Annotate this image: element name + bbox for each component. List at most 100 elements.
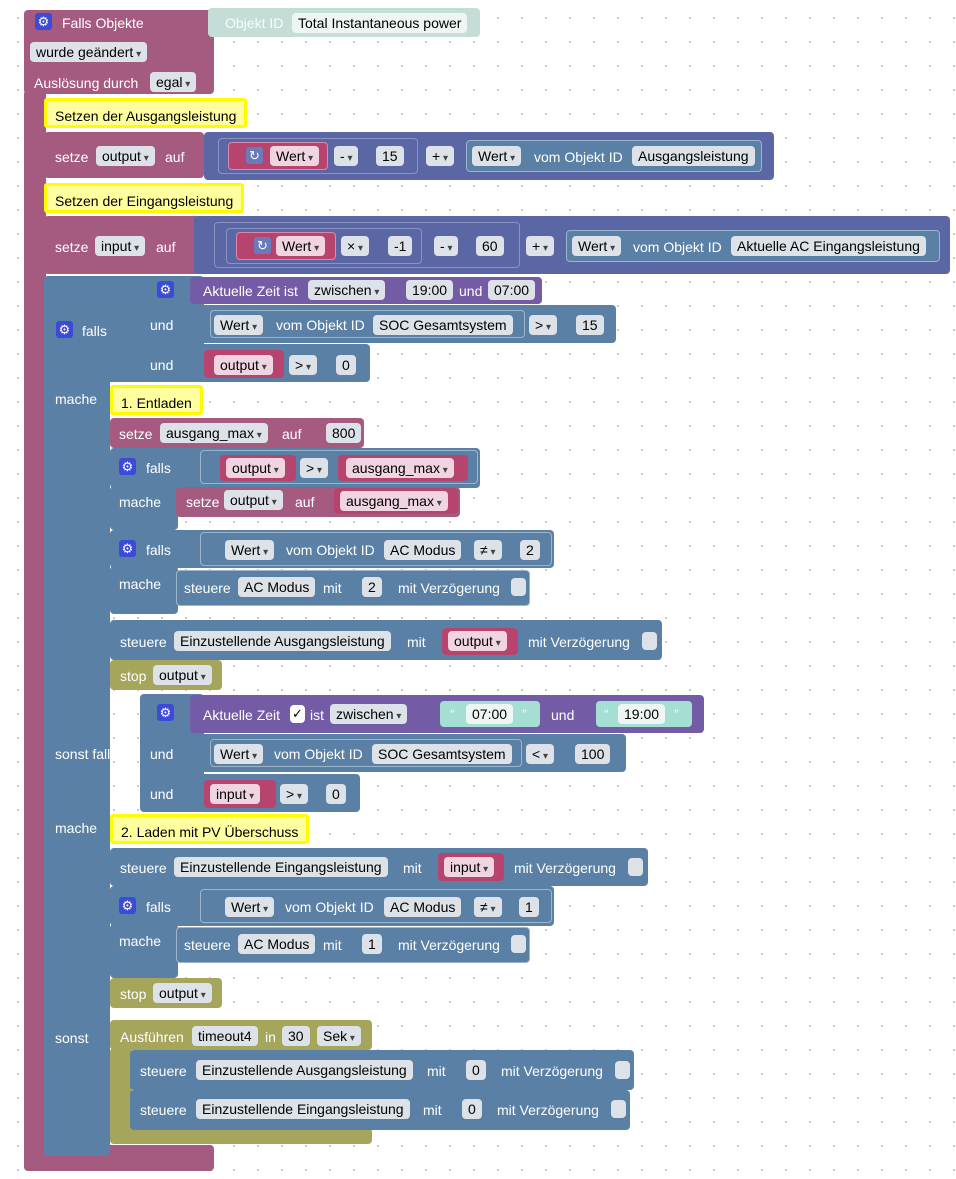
object-field[interactable]: Aktuelle AC Eingangsleistung	[731, 236, 926, 256]
time-end-field[interactable]: 19:00	[618, 704, 666, 724]
time-end-field[interactable]: 07:00	[488, 280, 536, 300]
get-value-dropdown[interactable]: Wert	[214, 315, 264, 335]
object-field[interactable]: AC Modus	[384, 540, 462, 560]
compare-op-dropdown[interactable]: >	[289, 355, 317, 375]
delay-checkbox[interactable]	[611, 1100, 626, 1118]
trigger-changed-dropdown[interactable]: wurde geändert	[30, 42, 148, 62]
gear-icon[interactable]: ⚙	[35, 13, 52, 30]
object-field[interactable]: AC Modus	[384, 897, 462, 917]
multiply-dropdown[interactable]: ×	[341, 236, 369, 256]
number-field[interactable]: 60	[476, 236, 504, 256]
number-field[interactable]: -1	[388, 236, 413, 256]
do-label: mache	[119, 494, 162, 510]
if-block[interactable]	[44, 276, 110, 1156]
number-field[interactable]: 15	[376, 146, 404, 166]
compare-op-dropdown[interactable]: ≠	[474, 897, 502, 917]
timer-seconds-field[interactable]: 30	[282, 1026, 310, 1046]
trigger-by-dropdown[interactable]: egal	[150, 72, 197, 92]
object-field[interactable]: AC Modus	[238, 577, 316, 597]
set-var-dropdown[interactable]: output	[96, 146, 155, 166]
minus-dropdown[interactable]: -	[434, 236, 459, 256]
gear-icon[interactable]: ⚙	[56, 321, 73, 338]
variable-dropdown[interactable]: input	[210, 784, 261, 804]
compare-op-dropdown[interactable]: >	[529, 315, 557, 335]
value-dropdown[interactable]: Wert	[276, 236, 326, 256]
gear-icon[interactable]: ⚙	[157, 704, 174, 721]
number-field[interactable]: 0	[336, 355, 356, 375]
gear-icon[interactable]: ⚙	[119, 897, 136, 914]
delay-label: mit Verzögerung	[398, 937, 500, 953]
object-field[interactable]: SOC Gesamtsystem	[372, 744, 512, 764]
stop-dropdown[interactable]: output	[153, 665, 212, 685]
compare-op-dropdown[interactable]: >	[300, 458, 328, 478]
if-body	[110, 924, 178, 978]
variable-dropdown[interactable]: output	[226, 458, 285, 478]
number-field[interactable]: 100	[575, 744, 611, 764]
get-value-dropdown[interactable]: Wert	[472, 146, 522, 166]
variable-dropdown[interactable]: output	[448, 631, 507, 651]
delay-label: mit Verzögerung	[398, 580, 500, 596]
control-block[interactable]	[176, 927, 530, 963]
number-field[interactable]: 0	[462, 1099, 482, 1119]
control-block[interactable]	[176, 570, 530, 606]
object-field[interactable]: Einzustellende Eingangsleistung	[174, 857, 388, 877]
from-object-label: vom Objekt ID	[285, 899, 374, 915]
get-value-dropdown[interactable]: Wert	[572, 236, 622, 256]
comment-2[interactable]: Setzen der Eingangsleistung	[44, 183, 245, 213]
auf-label: auf	[282, 426, 302, 442]
object-field[interactable]: Ausgangsleistung	[632, 146, 755, 166]
delay-checkbox[interactable]	[642, 632, 657, 650]
variable-dropdown[interactable]: output	[214, 355, 273, 375]
set-var-dropdown[interactable]: input	[95, 236, 146, 256]
compare-op-dropdown[interactable]: >	[280, 784, 308, 804]
object-id-field[interactable]: Total Instantaneous power	[292, 13, 468, 33]
get-value-dropdown[interactable]: Wert	[214, 744, 264, 764]
timer-name-field[interactable]: timeout4	[192, 1026, 258, 1046]
time-start-field[interactable]: 07:00	[466, 704, 514, 724]
variable-dropdown[interactable]: input	[444, 857, 495, 877]
plus-dropdown[interactable]: +	[526, 236, 554, 256]
delay-checkbox[interactable]	[511, 935, 526, 953]
number-field[interactable]: 2	[362, 577, 382, 597]
time-op-dropdown[interactable]: zwischen	[330, 704, 408, 724]
delay-checkbox[interactable]	[615, 1061, 630, 1079]
gear-icon[interactable]: ⚙	[157, 281, 174, 298]
gear-icon[interactable]: ⚙	[119, 458, 136, 475]
object-field[interactable]: Einzustellende Ausgangsleistung	[196, 1060, 413, 1080]
and-label: und	[551, 707, 575, 723]
delay-checkbox[interactable]	[511, 578, 526, 596]
comment-3[interactable]: 1. Entladen	[110, 385, 203, 415]
number-field[interactable]: 0	[466, 1060, 486, 1080]
set-var-dropdown[interactable]: ausgang_max	[160, 423, 268, 443]
number-field[interactable]: 800	[326, 423, 362, 443]
number-field[interactable]: 1	[519, 897, 539, 917]
number-field[interactable]: 2	[520, 540, 540, 560]
minus-dropdown[interactable]: -	[334, 146, 359, 166]
compare-op-dropdown[interactable]: <	[526, 744, 554, 764]
object-field[interactable]: AC Modus	[238, 934, 316, 954]
variable-dropdown[interactable]: ausgang_max	[346, 458, 454, 478]
timer-unit-dropdown[interactable]: Sek	[317, 1026, 361, 1046]
number-field[interactable]: 0	[326, 784, 346, 804]
number-field[interactable]: 15	[576, 315, 604, 335]
object-field[interactable]: Einzustellende Ausgangsleistung	[174, 631, 391, 651]
variable-dropdown[interactable]: ausgang_max	[340, 491, 448, 511]
delay-checkbox[interactable]	[628, 858, 643, 876]
value-dropdown[interactable]: Wert	[270, 146, 320, 166]
stop-dropdown[interactable]: output	[153, 983, 212, 1003]
time-start-field[interactable]: 19:00	[406, 280, 454, 300]
comment-1[interactable]: Setzen der Ausgangsleistung	[44, 98, 248, 128]
plus-dropdown[interactable]: +	[426, 146, 454, 166]
get-value-dropdown[interactable]: Wert	[225, 897, 275, 917]
compare-op-dropdown[interactable]: ≠	[474, 540, 502, 560]
number-field[interactable]: 1	[362, 934, 382, 954]
object-id-label: Objekt ID	[225, 15, 284, 31]
gear-icon[interactable]: ⚙	[119, 540, 136, 557]
get-value-dropdown[interactable]: Wert	[225, 540, 275, 560]
object-field[interactable]: Einzustellende Eingangsleistung	[196, 1099, 410, 1119]
object-field[interactable]: SOC Gesamtsystem	[373, 315, 513, 335]
set-var-dropdown[interactable]: output	[224, 490, 283, 510]
comment-4[interactable]: 2. Laden mit PV Überschuss	[110, 814, 310, 844]
time-checkbox[interactable]: ✓	[290, 705, 305, 723]
time-op-dropdown[interactable]: zwischen	[308, 280, 386, 300]
